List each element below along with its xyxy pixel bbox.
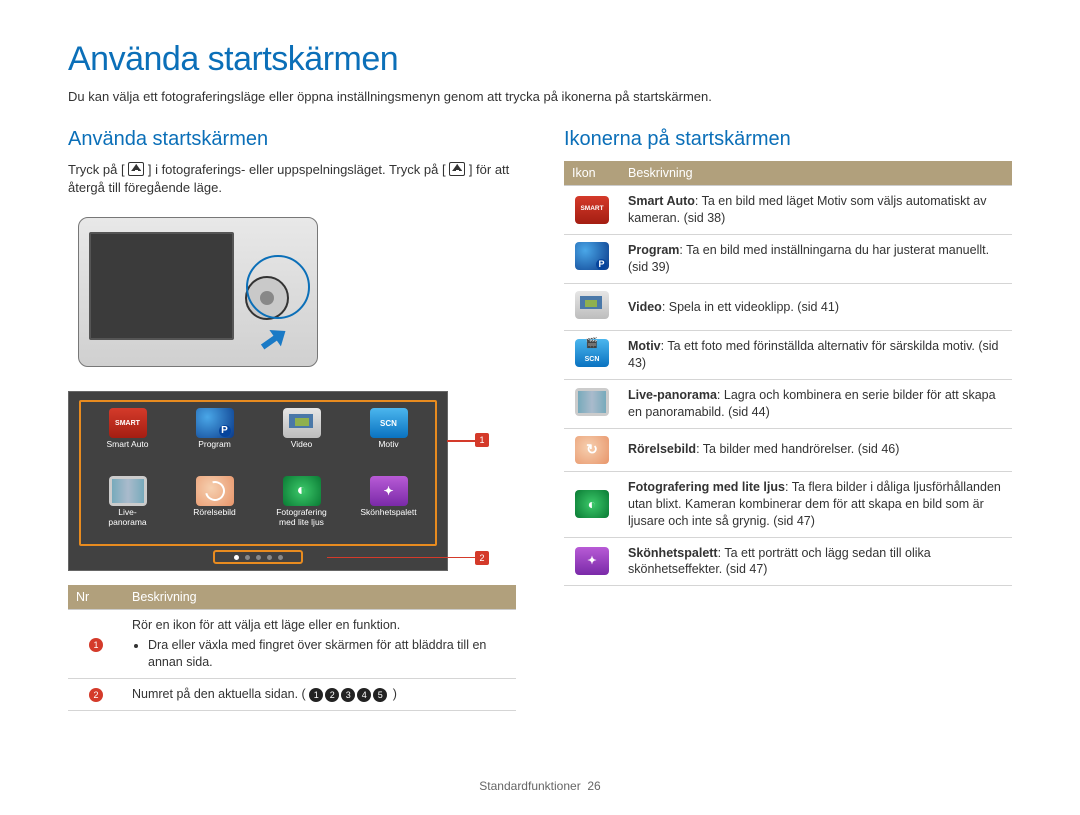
right-table: Ikon Beskrivning Smart Auto: Ta en bild … xyxy=(564,161,1012,586)
page-number-badge: 3 xyxy=(341,688,355,702)
motiv-icon xyxy=(370,408,408,438)
motion-icon xyxy=(196,476,234,506)
mode-description: : Ta ett foto med förinställda alternati… xyxy=(628,339,999,370)
row-number-badge: 2 xyxy=(89,688,103,702)
left-body-text: Tryck på [ ] i fotograferings- eller upp… xyxy=(68,161,516,197)
home-screen-item: Smart Auto xyxy=(89,408,166,474)
lowlight-icon xyxy=(283,476,321,506)
row-number-badge: 1 xyxy=(89,638,103,652)
table-row: Live-panorama: Lagra och kombinera en se… xyxy=(564,380,1012,429)
row-desc: Rör en ikon för att välja ett läge eller… xyxy=(132,618,400,632)
right-column: Ikonerna på startskärmen Ikon Beskrivnin… xyxy=(564,128,1012,711)
home-icon-label: Program xyxy=(198,440,231,458)
home-icon-label: Live- panorama xyxy=(108,508,146,526)
home-screen-item: Program xyxy=(176,408,253,474)
video-icon xyxy=(575,291,609,319)
table-row: Smart Auto: Ta en bild med läget Motiv s… xyxy=(564,186,1012,235)
panorama-icon xyxy=(575,388,609,416)
mode-name: Fotografering med lite ljus xyxy=(628,480,785,494)
mode-name: Rörelsebild xyxy=(628,442,696,456)
row-bullet: Dra eller växla med fingret över skärmen… xyxy=(148,637,508,671)
text-frag-1: Tryck på [ xyxy=(68,162,125,177)
mode-name: Video xyxy=(628,300,662,314)
mode-name: Live-panorama xyxy=(628,388,717,402)
home-icon-label: Video xyxy=(291,440,313,458)
video-icon xyxy=(283,408,321,438)
home-screen-item: Fotografering med lite ljus xyxy=(263,476,340,542)
row-desc-prefix: Numret på den aktuella sidan. ( xyxy=(132,687,306,701)
panorama-icon xyxy=(109,476,147,506)
page-number-badge: 5 xyxy=(373,688,387,702)
home-screen-item: Rörelsebild xyxy=(176,476,253,542)
home-icon-label: Motiv xyxy=(378,440,398,458)
row-desc-suffix: ) xyxy=(393,687,397,701)
motion-icon xyxy=(575,436,609,464)
page-footer: Standardfunktioner 26 xyxy=(0,779,1080,793)
table-row: Video: Spela in ett videoklipp. (sid 41) xyxy=(564,283,1012,331)
page-number-badge: 1 xyxy=(309,688,323,702)
mode-name: Smart Auto xyxy=(628,194,695,208)
th-beskrivning: Beskrivning xyxy=(124,585,516,610)
home-icon-label: Fotografering med lite ljus xyxy=(276,508,327,526)
beauty-icon xyxy=(370,476,408,506)
home-screen-item: Live- panorama xyxy=(89,476,166,542)
mode-description: : Spela in ett videoklipp. (sid 41) xyxy=(662,300,839,314)
camera-illustration xyxy=(68,207,328,377)
th-ikon: Ikon xyxy=(564,161,620,186)
mode-description: : Ta en bild med inställningarna du har … xyxy=(628,243,989,274)
table-row: Motiv: Ta ett foto med förinställda alte… xyxy=(564,331,1012,380)
home-icon-label: Smart Auto xyxy=(106,440,148,458)
home-icon-label: Rörelsebild xyxy=(193,508,236,526)
left-column: Använda startskärmen Tryck på [ ] i foto… xyxy=(68,128,516,711)
page-indicator xyxy=(213,550,303,564)
callout-1: 1 xyxy=(475,433,489,447)
beauty-icon xyxy=(575,547,609,575)
table-row: Rörelsebild: Ta bilder med handrörelser.… xyxy=(564,428,1012,471)
callout-2: 2 xyxy=(475,551,489,565)
program-icon xyxy=(575,242,609,270)
mode-description: : Ta bilder med handrörelser. (sid 46) xyxy=(696,442,899,456)
th-nr: Nr xyxy=(68,585,124,610)
table-row: 2 Numret på den aktuella sidan. ( 12345 … xyxy=(68,679,516,711)
mode-name: Program xyxy=(628,243,679,257)
home-screen-item: Skönhetspalett xyxy=(350,476,427,542)
smart-auto-icon xyxy=(575,196,609,224)
left-heading: Använda startskärmen xyxy=(68,128,516,151)
page-intro: Du kan välja ett fotograferingsläge elle… xyxy=(68,89,1012,104)
page-number-badge: 2 xyxy=(325,688,339,702)
smart-auto-icon xyxy=(109,408,147,438)
left-table: Nr Beskrivning 1 Rör en ikon för att väl… xyxy=(68,585,516,711)
table-row: Skönhetspalett: Ta ett porträtt och lägg… xyxy=(564,537,1012,586)
motiv-icon xyxy=(575,339,609,367)
home-screen-item: Video xyxy=(263,408,340,474)
table-row: Fotografering med lite ljus: Ta flera bi… xyxy=(564,471,1012,537)
right-heading: Ikonerna på startskärmen xyxy=(564,128,1012,151)
home-icon xyxy=(449,162,465,176)
text-frag-2: ] i fotograferings- eller uppspelningslä… xyxy=(148,162,446,177)
table-row: Program: Ta en bild med inställningarna … xyxy=(564,234,1012,283)
program-icon xyxy=(196,408,234,438)
home-icon xyxy=(128,162,144,176)
footer-section: Standardfunktioner xyxy=(479,779,580,793)
home-screen-item: Motiv xyxy=(350,408,427,474)
lowlight-icon xyxy=(575,490,609,518)
mode-name: Skönhetspalett xyxy=(628,546,718,560)
page-number-badge: 4 xyxy=(357,688,371,702)
home-screen-mock: Smart Auto Program Video Motiv Live- panoram… xyxy=(68,391,448,571)
mode-name: Motiv xyxy=(628,339,661,353)
table-row: 1 Rör en ikon för att välja ett läge ell… xyxy=(68,610,516,679)
page-title: Använda startskärmen xyxy=(68,40,1012,79)
footer-page-number: 26 xyxy=(587,779,600,793)
home-icon-label: Skönhetspalett xyxy=(360,508,416,526)
th-beskrivning: Beskrivning xyxy=(620,161,1012,186)
